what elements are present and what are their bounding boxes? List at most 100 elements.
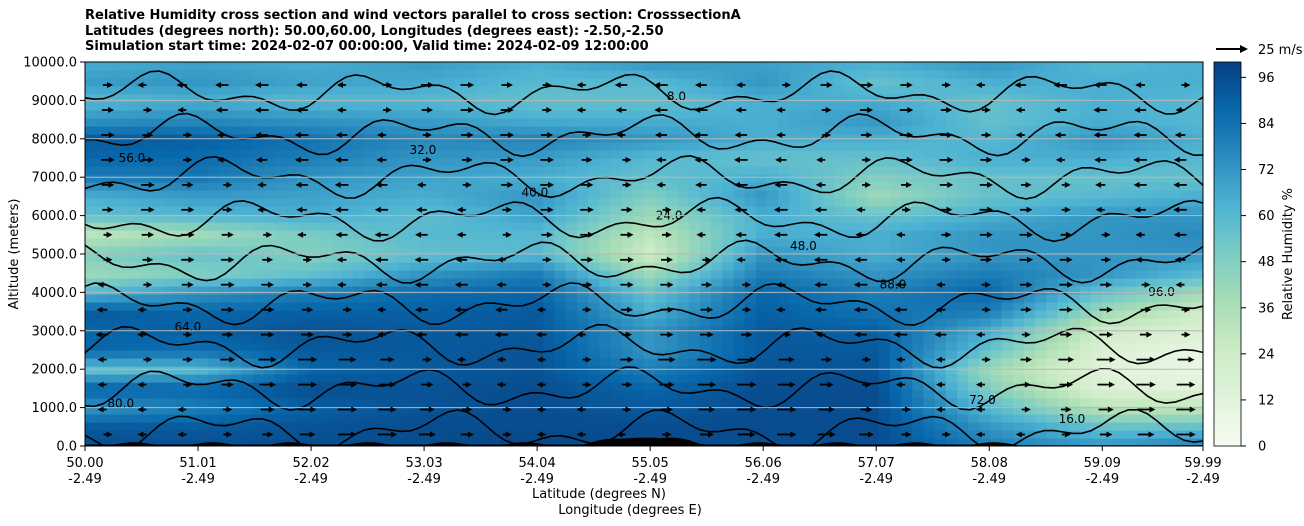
rh-cell [1124, 342, 1137, 351]
rh-cell [711, 246, 723, 255]
rh-cell [1091, 270, 1103, 279]
rh-cell [207, 342, 220, 351]
rh-cell [1024, 62, 1036, 71]
rh-cell [319, 390, 332, 399]
rh-cell [1035, 246, 1048, 255]
rh-cell [140, 366, 153, 375]
rh-cell [968, 414, 980, 423]
rh-cell [275, 398, 287, 407]
rh-cell [286, 182, 299, 191]
rh-cell [1091, 110, 1103, 119]
rh-cell [308, 422, 321, 431]
rh-cell [85, 126, 97, 135]
rh-cell [521, 414, 533, 423]
rh-cell [834, 78, 846, 87]
rh-cell [811, 374, 824, 383]
rh-cell [96, 206, 108, 215]
rh-cell [1091, 118, 1103, 127]
rh-cell [85, 390, 97, 399]
rh-cell [1102, 70, 1115, 79]
rh-cell [588, 430, 600, 439]
rh-cell [554, 374, 567, 383]
rh-cell [1012, 302, 1025, 311]
rh-cell [733, 246, 746, 255]
rh-cell [420, 118, 433, 127]
rh-cell [431, 374, 444, 383]
rh-cell [1169, 390, 1182, 399]
rh-cell [755, 334, 768, 343]
rh-cell [1068, 206, 1081, 215]
rh-cell [722, 334, 735, 343]
rh-cell [185, 262, 198, 271]
rh-cell [822, 150, 835, 159]
rh-cell [968, 182, 980, 191]
rh-cell [666, 158, 679, 167]
rh-cell [319, 270, 332, 279]
rh-cell [588, 70, 600, 79]
rh-cell [1191, 278, 1203, 287]
rh-cell [263, 222, 276, 231]
rh-cell [688, 374, 701, 383]
rh-cell [1024, 318, 1036, 327]
rh-cell [599, 382, 612, 391]
rh-cell [923, 334, 936, 343]
rh-cell [1035, 126, 1048, 135]
rh-cell [554, 382, 567, 391]
rh-cell [744, 350, 757, 359]
rh-cell [140, 110, 153, 119]
rh-cell [1180, 398, 1193, 407]
rh-cell [610, 350, 623, 359]
rh-cell [565, 374, 578, 383]
rh-cell [666, 302, 679, 311]
rh-cell [1124, 350, 1137, 359]
rh-cell [319, 198, 332, 207]
rh-cell [1180, 126, 1193, 135]
rh-cell [498, 198, 511, 207]
rh-cell [96, 198, 108, 207]
rh-cell [140, 86, 153, 95]
rh-cell [789, 286, 802, 295]
rh-cell [979, 286, 992, 295]
rh-cell [420, 102, 433, 111]
rh-cell [990, 286, 1003, 295]
wind-arrowhead [466, 406, 473, 413]
rh-cell [699, 94, 712, 103]
rh-cell [409, 238, 421, 247]
rh-cell [96, 278, 108, 287]
rh-cell [118, 318, 131, 327]
rh-cell [275, 278, 287, 287]
rh-cell [386, 374, 399, 383]
rh-cell [945, 414, 958, 423]
rh-cell [431, 294, 444, 303]
rh-cell [1035, 70, 1048, 79]
rh-cell [431, 438, 444, 446]
rh-cell [275, 118, 287, 127]
rh-cell [1158, 390, 1171, 399]
rh-cell [1091, 78, 1103, 87]
rh-cell [431, 422, 444, 431]
rh-cell [1046, 158, 1059, 167]
rh-cell [1169, 158, 1182, 167]
rh-cell [711, 262, 723, 271]
rh-cell [822, 374, 835, 383]
rh-cell [1001, 270, 1014, 279]
rh-cell [96, 126, 108, 135]
rh-cell [778, 334, 790, 343]
rh-cell [532, 70, 544, 79]
rh-cell [957, 318, 969, 327]
rh-cell [957, 422, 969, 431]
rh-cell [789, 62, 802, 71]
rh-cell [375, 358, 388, 367]
rh-cell [308, 110, 321, 119]
rh-cell [96, 230, 108, 239]
rh-cell [621, 62, 634, 71]
rh-cell [196, 86, 209, 95]
rh-cell [207, 70, 220, 79]
rh-cell [353, 398, 366, 407]
rh-cell [688, 142, 701, 151]
rh-cell [677, 310, 690, 319]
rh-cell [655, 294, 667, 303]
rh-cell [644, 150, 656, 159]
rh-cell [297, 414, 310, 423]
rh-cell [319, 430, 332, 439]
